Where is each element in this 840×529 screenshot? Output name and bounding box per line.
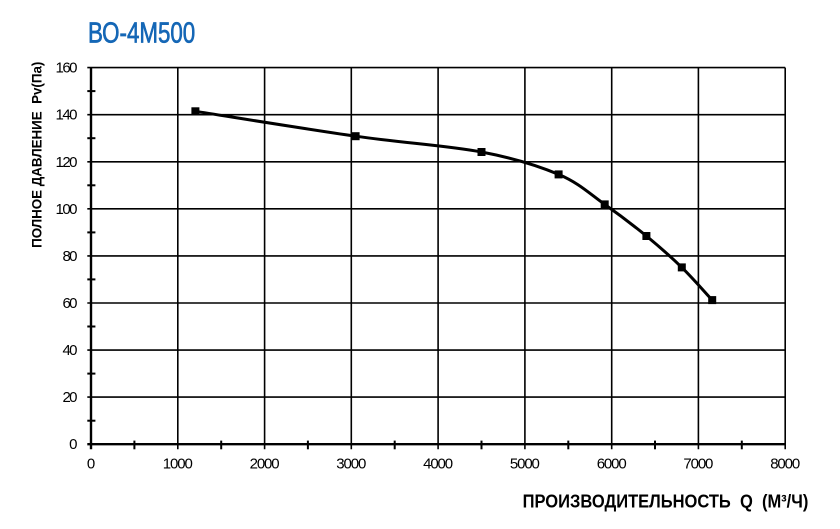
svg-text:0: 0 [69, 436, 77, 453]
svg-text:0: 0 [87, 456, 95, 473]
svg-text:ПРОИЗВОДИТЕЛЬНОСТЬ Q (М³/Ч): ПРОИЗВОДИТЕЛЬНОСТЬ Q (М³/Ч) [523, 491, 809, 512]
svg-text:2000: 2000 [250, 456, 280, 473]
svg-text:60: 60 [63, 295, 78, 312]
svg-text:20: 20 [63, 389, 78, 406]
svg-text:ВО-4М500: ВО-4М500 [88, 18, 195, 49]
svg-text:ПОЛНОЕ ДАВЛЕНИЕ Pv(Па): ПОЛНОЕ ДАВЛЕНИЕ Pv(Па) [29, 62, 44, 248]
svg-text:7000: 7000 [683, 456, 713, 473]
svg-text:3000: 3000 [336, 456, 366, 473]
svg-text:140: 140 [56, 107, 78, 124]
svg-text:5000: 5000 [510, 456, 540, 473]
svg-text:80: 80 [63, 248, 78, 265]
svg-text:100: 100 [56, 201, 78, 218]
svg-text:120: 120 [56, 154, 78, 171]
svg-text:40: 40 [63, 342, 78, 359]
svg-text:6000: 6000 [597, 456, 627, 473]
svg-text:160: 160 [56, 60, 78, 77]
svg-text:1000: 1000 [163, 456, 193, 473]
svg-text:4000: 4000 [423, 456, 453, 473]
svg-text:8000: 8000 [770, 456, 800, 473]
